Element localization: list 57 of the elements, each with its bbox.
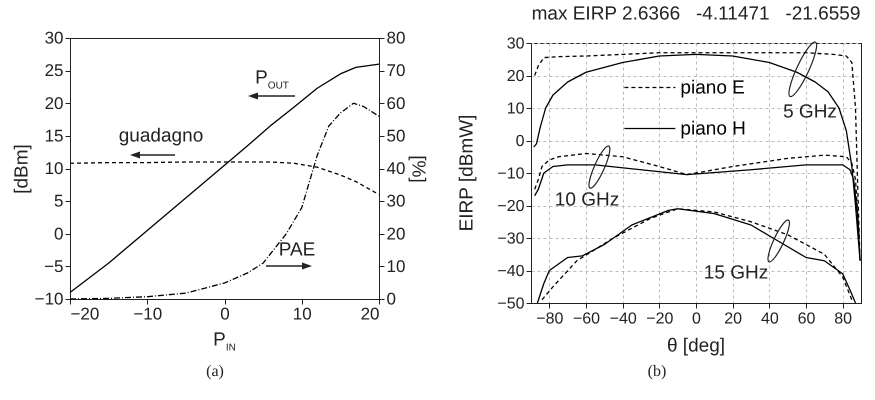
- y-tick-label: 5: [54, 192, 64, 211]
- x-tick-label: 20: [360, 304, 380, 324]
- y-tick-label: −5: [44, 256, 64, 276]
- annotation: 5 GHz: [783, 102, 837, 122]
- y-tick-label: 25: [44, 61, 64, 80]
- text: (a): [206, 363, 224, 380]
- y-tick-label: 10: [44, 159, 64, 178]
- y-tick-label: 0: [54, 224, 64, 244]
- x-axis-title: θ [deg]: [666, 336, 726, 356]
- y-tick-label: −20: [497, 198, 525, 215]
- x-tick-label: 80: [834, 310, 852, 328]
- x-tick-label: 20: [724, 310, 742, 328]
- y-tick-label: −40: [497, 263, 525, 280]
- x-tick-label: −20: [646, 310, 674, 328]
- x-tick-label: −40: [610, 310, 637, 328]
- y2-tick-label: 20: [386, 224, 406, 244]
- y2-tick-label: 30: [386, 192, 406, 211]
- x-tick-label: 10: [292, 304, 312, 324]
- y-tick-label: −50: [497, 296, 525, 312]
- y2-tick-label: 50: [386, 126, 406, 146]
- annotation: 10 GHz: [554, 190, 620, 210]
- y2-tick-label: 70: [386, 61, 406, 80]
- legend-label: piano E: [680, 78, 745, 98]
- annotation: P$_{OUT}$: [255, 68, 289, 92]
- y-tick-label: −10: [34, 290, 64, 308]
- annotation: PAE: [278, 240, 316, 260]
- y-tick-label: −30: [497, 230, 525, 248]
- y-tick-label: 0: [516, 133, 525, 150]
- y-tick-label: 30: [44, 28, 64, 48]
- y-axis-title: EIRP [dBmW]: [456, 114, 478, 232]
- y-tick-label: −10: [497, 166, 525, 182]
- y-tick-label: 10: [506, 100, 525, 118]
- y2-axis-title: [%]: [408, 154, 428, 182]
- x-tick-label: 60: [798, 310, 816, 328]
- x-tick-label: −80: [536, 310, 564, 328]
- y-tick-label: 20: [506, 68, 525, 85]
- y2-tick-label: 80: [386, 28, 406, 48]
- y-tick-label: 20: [44, 94, 64, 113]
- x-tick-label: 0: [220, 304, 230, 324]
- y2-tick-label: 0: [386, 290, 396, 308]
- x-tick-label: −10: [133, 304, 162, 324]
- annotation: guadagno: [118, 126, 204, 146]
- annotation: 15 GHz: [704, 262, 768, 284]
- x-tick-label: −20: [70, 304, 100, 324]
- y2-tick-label: 40: [386, 159, 406, 178]
- x-axis-title: P$_{IN}$: [213, 330, 236, 354]
- y2-tick-label: 60: [386, 94, 406, 113]
- y-tick-label: 15: [44, 126, 64, 146]
- x-tick-label: 0: [692, 310, 702, 328]
- text: (b): [648, 363, 666, 380]
- x-tick-label: −60: [572, 310, 600, 328]
- x-tick-label: 40: [760, 310, 779, 328]
- legend-label: piano H: [680, 118, 746, 140]
- y-axis-title: [dBm]: [12, 144, 32, 194]
- y-tick-label: 30: [506, 36, 525, 52]
- chart-title: max EIRP 2.6366 -4.11471 -21.6559: [532, 4, 860, 24]
- y2-tick-label: 10: [386, 256, 406, 276]
